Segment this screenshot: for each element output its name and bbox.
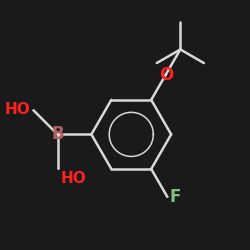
Text: HO: HO [60, 170, 86, 186]
Text: O: O [159, 66, 173, 84]
Text: B: B [51, 126, 64, 144]
Text: HO: HO [4, 102, 30, 117]
Text: F: F [170, 188, 181, 206]
